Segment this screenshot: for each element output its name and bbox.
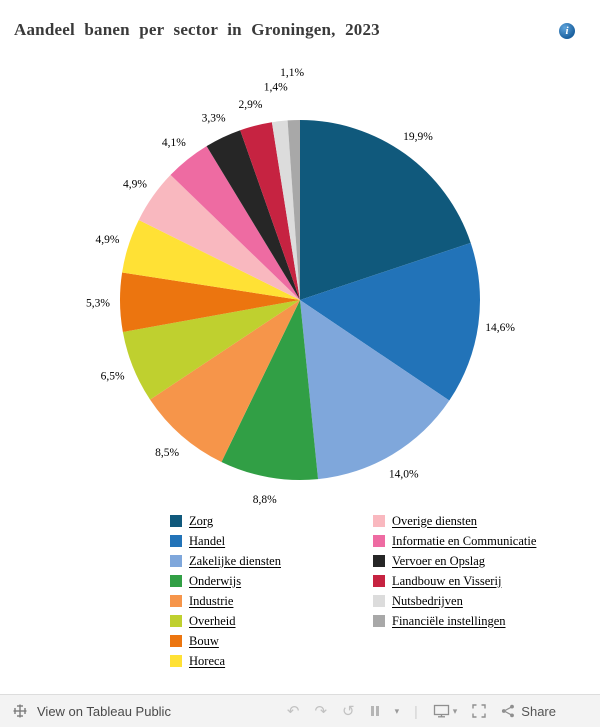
legend-item[interactable]: Horeca bbox=[170, 651, 281, 671]
legend-label: Nutsbedrijven bbox=[392, 593, 463, 608]
share-button[interactable]: Share bbox=[501, 704, 556, 719]
pie-slice-label: 2,9% bbox=[238, 99, 262, 111]
pie-slice-label: 3,3% bbox=[202, 112, 226, 124]
legend-label: Vervoer en Opslag bbox=[392, 553, 486, 568]
legend-item[interactable]: Industrie bbox=[170, 591, 281, 611]
pie-slice-5[interactable] bbox=[122, 300, 300, 400]
download-menu-button[interactable]: ▾ bbox=[433, 704, 458, 718]
legend-swatch bbox=[170, 535, 182, 547]
legend-swatch bbox=[373, 615, 385, 627]
pie-slice-8[interactable] bbox=[138, 174, 300, 300]
legend-item[interactable]: Overheid bbox=[170, 611, 281, 631]
legend-item[interactable]: Informatie en Communicatie bbox=[373, 531, 536, 551]
tableau-logo-icon bbox=[13, 704, 27, 718]
legend-item[interactable]: Nutsbedrijven bbox=[373, 591, 536, 611]
legend-item[interactable]: Onderwijs bbox=[170, 571, 281, 591]
replay-icon[interactable]: ↺ bbox=[342, 701, 355, 720]
legend-item[interactable]: Bouw bbox=[170, 631, 281, 651]
legend-swatch bbox=[170, 595, 182, 607]
pie-slice-label: 8,5% bbox=[155, 447, 179, 459]
legend-label: Bouw bbox=[189, 633, 219, 648]
legend-item[interactable]: Vervoer en Opslag bbox=[373, 551, 536, 571]
legend-label: Landbouw en Visserij bbox=[392, 573, 502, 588]
legend-swatch bbox=[170, 615, 182, 627]
legend-item[interactable]: Zakelijke diensten bbox=[170, 551, 281, 571]
pie-slice-0[interactable] bbox=[300, 120, 471, 300]
tableau-toolbar: View on Tableau Public ↶ ↷ ↺ ▾ | ▾ bbox=[0, 694, 600, 727]
share-label: Share bbox=[521, 703, 556, 719]
pie-slice-label: 4,9% bbox=[123, 179, 147, 191]
pie-slice-11[interactable] bbox=[240, 122, 300, 300]
fullscreen-icon[interactable] bbox=[472, 704, 486, 718]
pie-slice-13[interactable] bbox=[287, 120, 300, 300]
pie-slice-label: 1,1% bbox=[280, 67, 304, 79]
pie-slice-7[interactable] bbox=[122, 219, 300, 300]
pie-slice-2[interactable] bbox=[300, 300, 450, 480]
legend-label: Informatie en Communicatie bbox=[392, 533, 537, 548]
legend-swatch bbox=[373, 555, 385, 567]
legend-item[interactable]: Zorg bbox=[170, 511, 281, 531]
pie-slice-label: 19,9% bbox=[403, 131, 433, 143]
pie-slice-1[interactable] bbox=[300, 242, 480, 401]
pie-slice-label: 8,8% bbox=[253, 494, 277, 506]
pie-slice-label: 14,0% bbox=[389, 468, 419, 480]
info-icon[interactable]: i bbox=[559, 23, 575, 39]
pie-slice-label: 14,6% bbox=[485, 322, 515, 334]
pie-slice-label: 6,5% bbox=[101, 370, 125, 382]
legend-item[interactable]: Handel bbox=[170, 531, 281, 551]
pie-slice-3[interactable] bbox=[221, 300, 319, 480]
pie-slice-4[interactable] bbox=[150, 300, 300, 462]
legend-label: Financiële instellingen bbox=[392, 613, 506, 628]
legend-swatch bbox=[170, 575, 182, 587]
legend-label: Handel bbox=[189, 533, 226, 548]
legend-swatch bbox=[373, 535, 385, 547]
legend-column-2: Overige diensten Informatie en Communicat… bbox=[373, 511, 536, 631]
legend-swatch bbox=[373, 515, 385, 527]
pie-slice-label: 4,1% bbox=[162, 137, 186, 149]
share-icon bbox=[502, 704, 515, 718]
pie-slice-6[interactable] bbox=[120, 272, 301, 332]
legend-swatch bbox=[170, 635, 182, 647]
legend-swatch bbox=[373, 595, 385, 607]
undo-icon[interactable]: ↶ bbox=[286, 701, 300, 720]
chevron-down-icon[interactable]: ▾ bbox=[394, 705, 400, 716]
redo-icon[interactable]: ↷ bbox=[314, 701, 328, 720]
pause-icon[interactable] bbox=[370, 705, 380, 717]
legend-item[interactable]: Overige diensten bbox=[373, 511, 536, 531]
legend-label: Industrie bbox=[189, 593, 234, 608]
chevron-down-icon: ▾ bbox=[452, 705, 458, 716]
legend-label: Onderwijs bbox=[189, 573, 242, 588]
legend-item[interactable]: Financiële instellingen bbox=[373, 611, 536, 631]
download-icon bbox=[433, 704, 449, 718]
legend-label: Overheid bbox=[189, 613, 236, 628]
pie-chart: 19,9% 14,6% 14,0% 8,8% 8,5% 6,5% 5,3% 4,9% 4,9% 4… bbox=[86, 67, 515, 506]
legend-label: Overige diensten bbox=[392, 513, 478, 528]
page-title: Aandeel banen per sector in Groningen, 2… bbox=[14, 20, 380, 39]
pie-slice-label: 4,9% bbox=[95, 234, 119, 246]
pie-slice-label: 5,3% bbox=[86, 298, 110, 310]
view-on-tableau-public-link[interactable]: View on Tableau Public bbox=[37, 703, 171, 719]
pie-slice-9[interactable] bbox=[170, 146, 300, 300]
legend-swatch bbox=[373, 575, 385, 587]
legend-column-1: Zorg Handel Zakelijke diensten Onderwijs Ind… bbox=[170, 511, 281, 671]
legend-swatch bbox=[170, 555, 182, 567]
legend-label: Horeca bbox=[189, 653, 226, 668]
legend-item[interactable]: Landbouw en Visserij bbox=[373, 571, 536, 591]
legend-label: Zakelijke diensten bbox=[189, 553, 281, 568]
pie-slice-12[interactable] bbox=[271, 120, 300, 300]
legend-swatch bbox=[170, 515, 182, 527]
pie-slice-label: 1,4% bbox=[264, 81, 288, 93]
toolbar-divider: | bbox=[414, 703, 418, 719]
pie-slice-10[interactable] bbox=[206, 130, 300, 300]
legend-swatch bbox=[170, 655, 182, 667]
legend-label: Zorg bbox=[189, 513, 214, 528]
